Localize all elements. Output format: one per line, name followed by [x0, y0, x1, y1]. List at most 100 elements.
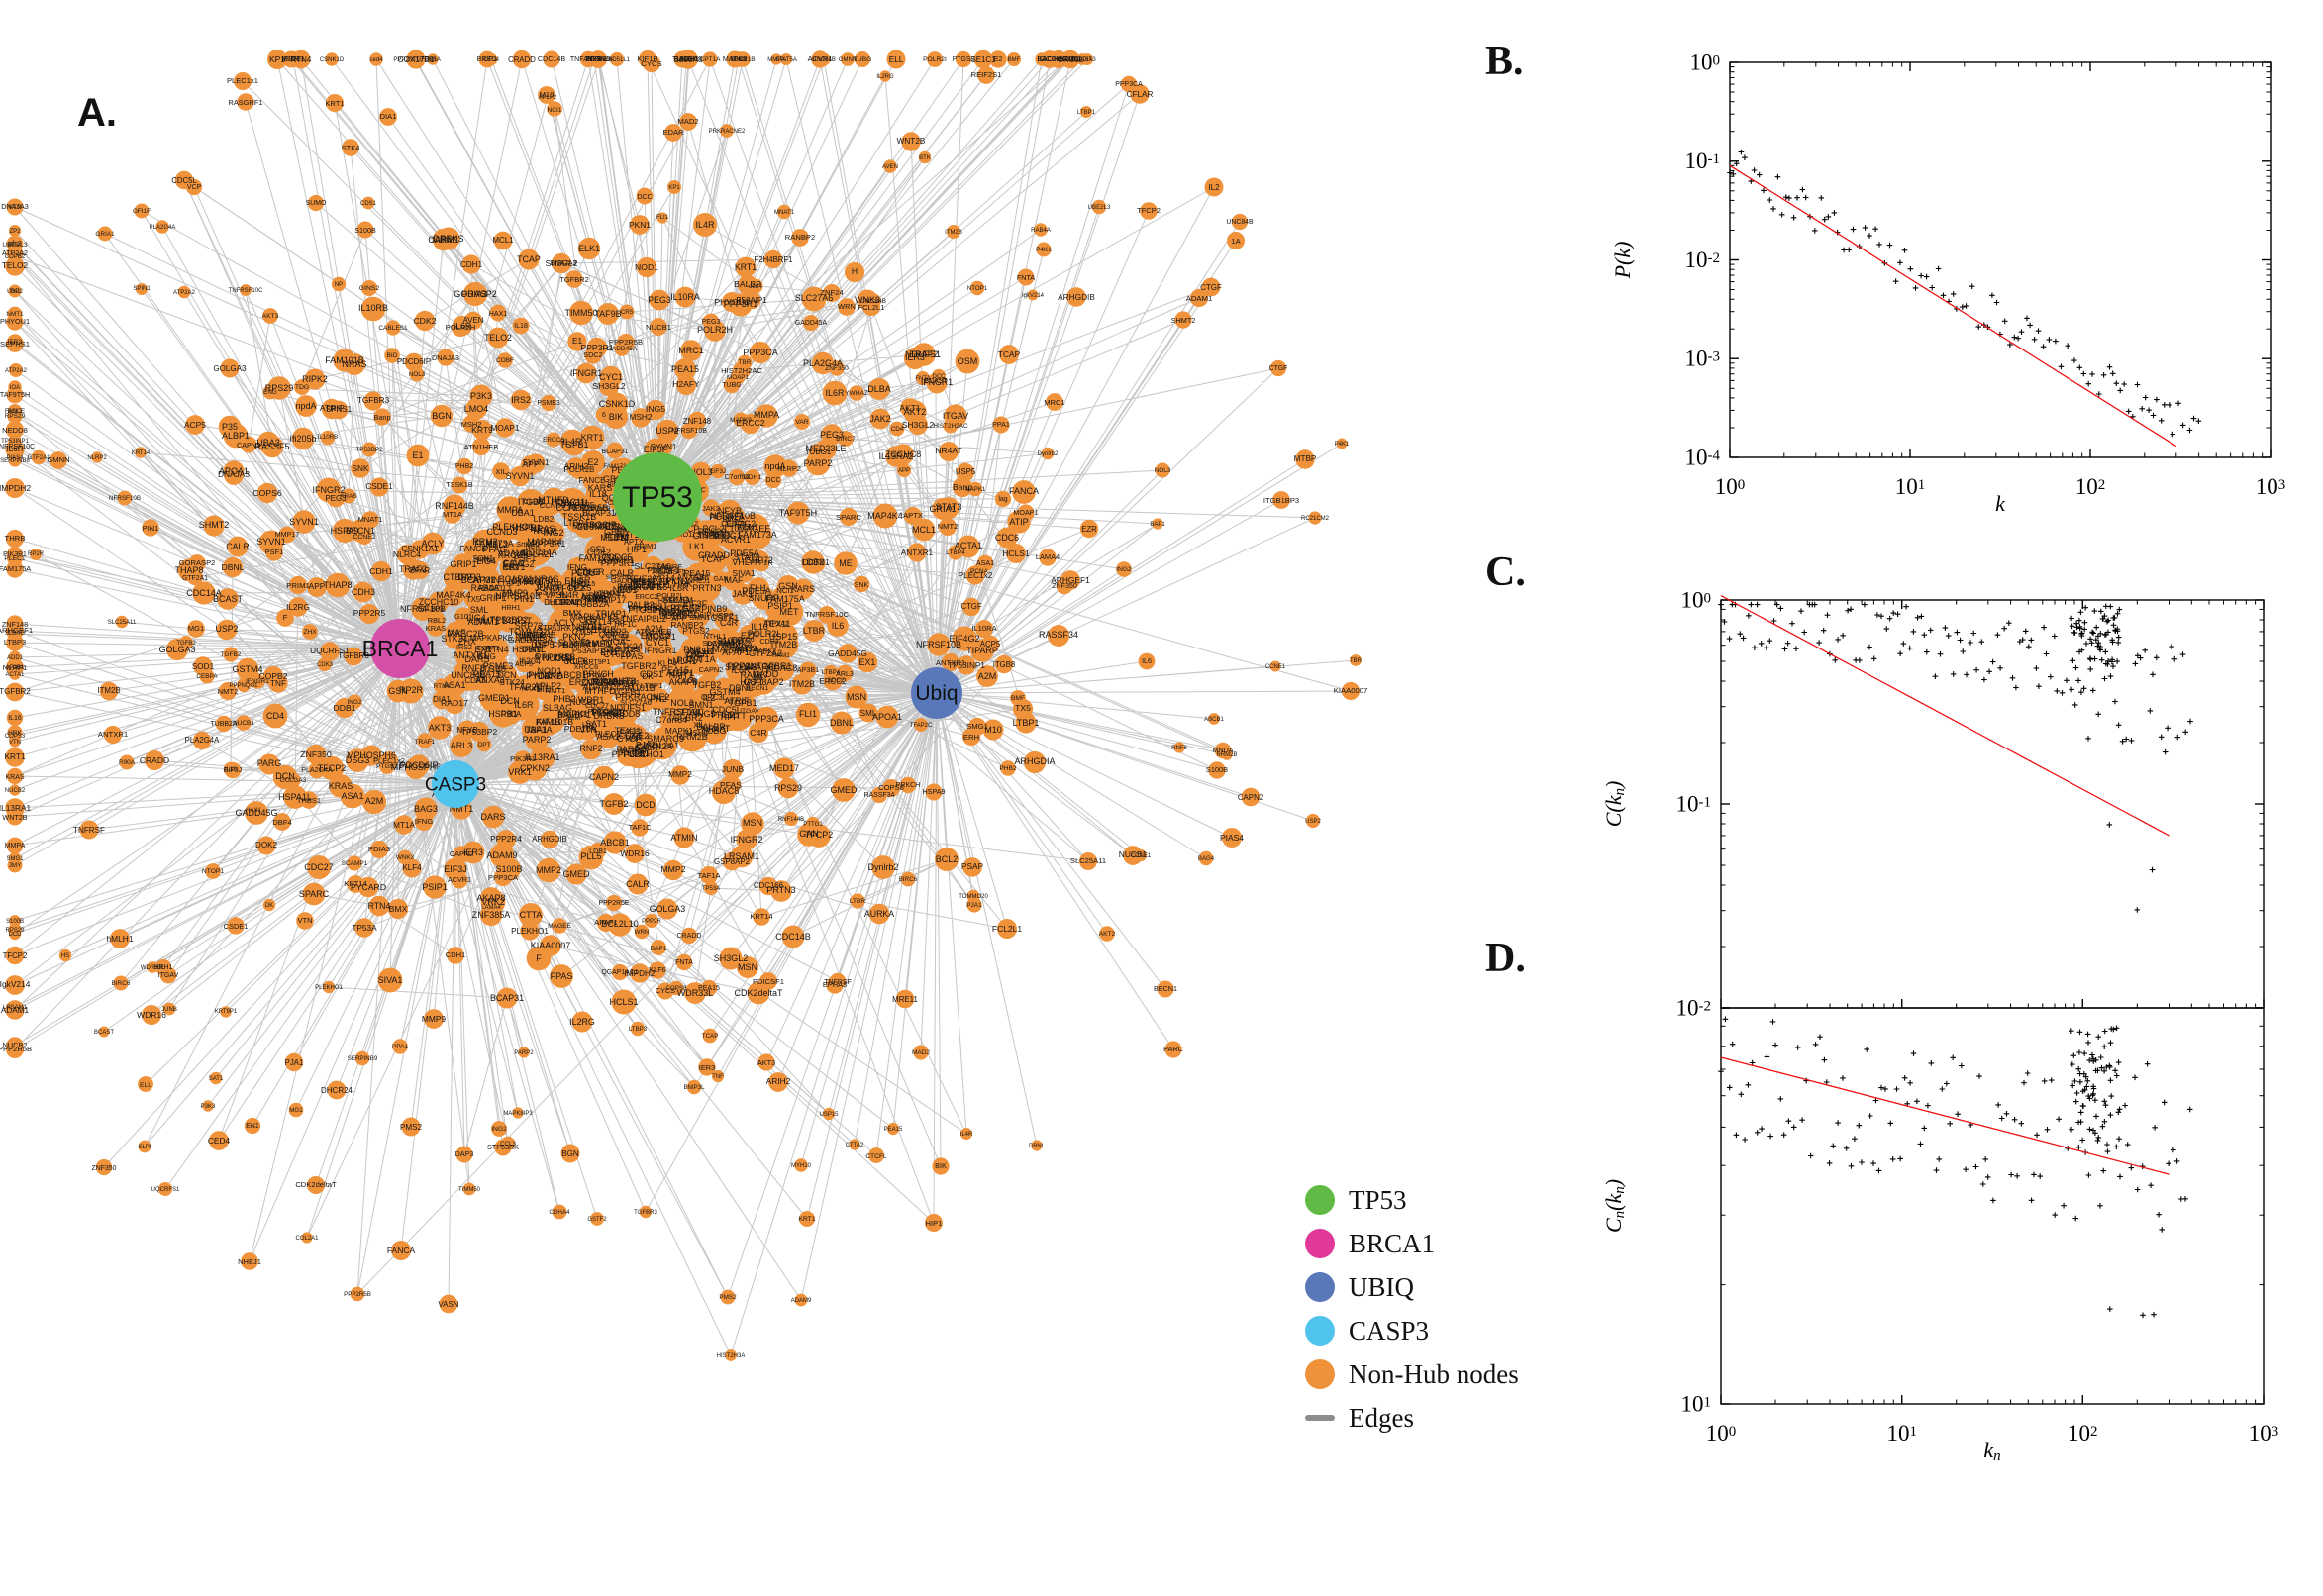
svg-text:IL4: IL4 [1038, 57, 1047, 63]
svg-text:BCAP31: BCAP31 [490, 993, 524, 1003]
svg-text:CRADD: CRADD [677, 933, 702, 940]
svg-text:COL2A1: COL2A1 [295, 1236, 319, 1242]
svg-text:GOLGA3: GOLGA3 [213, 364, 247, 373]
svg-text:POLR2A: POLR2A [709, 512, 745, 522]
svg-text:CPT1A: CPT1A [700, 56, 722, 63]
svg-text:MYH10: MYH10 [791, 1163, 812, 1169]
svg-text:DLBA: DLBA [425, 57, 441, 63]
svg-text:DCC: DCC [637, 193, 652, 201]
svg-text:MAD2: MAD2 [677, 117, 698, 126]
svg-text:BGN: BGN [432, 411, 452, 421]
svg-text:JAK2: JAK2 [869, 414, 890, 424]
svg-text:PPP3CA: PPP3CA [743, 348, 778, 357]
svg-text:NHEJ1: NHEJ1 [238, 1257, 261, 1266]
svg-text:MAPK1: MAPK1 [665, 726, 694, 736]
svg-text:P3K3: P3K3 [201, 1104, 216, 1110]
svg-text:DNAJA3: DNAJA3 [432, 353, 459, 362]
svg-text:LDB2: LDB2 [534, 514, 555, 524]
svg-text:GORASP2: GORASP2 [179, 558, 216, 567]
svg-text:PDIA3: PDIA3 [368, 845, 390, 853]
svg-text:MOAP1: MOAP1 [727, 374, 750, 381]
svg-text:POLR2H: POLR2H [446, 323, 475, 332]
svg-text:CYCS: CYCS [641, 59, 661, 68]
svg-text:PYCARD: PYCARD [351, 882, 386, 892]
svg-text:SOD1: SOD1 [192, 662, 215, 671]
svg-text:H2AFY: H2AFY [672, 379, 700, 389]
svg-text:SPIN1: SPIN1 [133, 286, 151, 292]
svg-text:MMP2: MMP2 [536, 865, 561, 875]
svg-text:DHCR24: DHCR24 [321, 1086, 354, 1095]
svg-text:CTGF: CTGF [960, 602, 981, 611]
svg-text:GFI1F: GFI1F [133, 208, 151, 215]
svg-text:CDC166: CDC166 [754, 881, 783, 890]
svg-text:CD4: CD4 [266, 711, 284, 721]
svg-text:OSM: OSM [958, 356, 978, 366]
svg-text:PLEC1x2: PLEC1x2 [959, 571, 993, 580]
svg-text:ING2: ING2 [1116, 566, 1132, 573]
svg-text:RASSF34: RASSF34 [864, 792, 895, 799]
svg-text:PLA2G4A: PLA2G4A [185, 736, 220, 745]
svg-text:ABCB1: ABCB1 [600, 838, 630, 848]
svg-text:THAP8: THAP8 [323, 580, 352, 590]
svg-text:SPARC: SPARC [299, 889, 330, 899]
svg-text:TELO2: TELO2 [2, 260, 29, 270]
svg-text:FLI1: FLI1 [799, 709, 817, 719]
svg-text:ERH: ERH [963, 733, 979, 742]
svg-text:NUCB1: NUCB1 [233, 720, 254, 727]
svg-text:NFRSF10B: NFRSF10B [916, 640, 961, 649]
svg-text:PHYOU1: PHYOU1 [0, 317, 30, 326]
svg-text:FLI1: FLI1 [656, 215, 669, 221]
svg-text:NUCB1: NUCB1 [1119, 849, 1148, 859]
svg-text:ACTA1: ACTA1 [6, 672, 26, 678]
svg-text:IL6R: IL6R [585, 567, 605, 577]
svg-text:IL10RB: IL10RB [318, 434, 339, 441]
svg-text:AURKA: AURKA [864, 909, 894, 919]
svg-text:ITGAV: ITGAV [943, 411, 968, 421]
svg-text:IFNGR1: IFNGR1 [570, 368, 602, 378]
svg-text:RPS29: RPS29 [774, 783, 802, 793]
svg-text:TNFRSF10C: TNFRSF10C [653, 707, 705, 717]
svg-text:TX5: TX5 [1015, 703, 1031, 713]
svg-text:RAB4A: RAB4A [1031, 228, 1051, 234]
svg-text:RAD17: RAD17 [441, 698, 468, 708]
svg-text:SEPHS1: SEPHS1 [0, 340, 30, 349]
svg-text:KRAS: KRAS [329, 781, 354, 791]
svg-text:PPP2R4: PPP2R4 [490, 834, 522, 844]
svg-text:PIAS4: PIAS4 [1220, 833, 1244, 843]
svg-text:hMLH1: hMLH1 [107, 934, 134, 944]
svg-text:SLC25A11: SLC25A11 [108, 620, 137, 626]
svg-text:USP15: USP15 [819, 1112, 839, 1118]
svg-text:TCAP: TCAP [517, 254, 541, 264]
svg-text:CDK2deltaT: CDK2deltaT [734, 988, 783, 998]
svg-text:SCAMP1: SCAMP1 [342, 860, 368, 867]
svg-text:NOL3: NOL3 [1155, 467, 1171, 474]
svg-text:VAR: VAR [795, 419, 809, 426]
svg-text:TAF9B: TAF9B [594, 309, 621, 319]
svg-text:MNAT1: MNAT1 [774, 209, 795, 216]
svg-text:IL6R: IL6R [825, 388, 845, 398]
svg-text:PIN1: PIN1 [514, 594, 534, 604]
svg-text:DARS: DARS [480, 812, 505, 822]
svg-text:USP2: USP2 [1305, 819, 1321, 825]
svg-text:BECN1: BECN1 [1154, 984, 1177, 993]
svg-text:Dynlrb2: Dynlrb2 [1038, 451, 1059, 457]
svg-text:CSDE1: CSDE1 [365, 482, 393, 491]
svg-text:PRIM1: PRIM1 [286, 581, 310, 590]
svg-text:MMPA: MMPA [767, 57, 785, 63]
svg-text:APAF1: APAF1 [594, 918, 618, 927]
svg-text:APOA1: APOA1 [872, 712, 902, 722]
svg-text:MT1A: MT1A [443, 510, 462, 519]
svg-text:PJA1: PJA1 [966, 902, 982, 909]
svg-text:H: H [852, 266, 858, 276]
svg-text:MAP4K4: MAP4K4 [867, 511, 903, 521]
svg-text:PSAP: PSAP [961, 861, 984, 871]
svg-text:PPP2R5: PPP2R5 [354, 608, 386, 618]
svg-text:TNFRSF: TNFRSF [73, 826, 105, 835]
svg-text:P(k): P(k) [1613, 242, 1635, 280]
svg-text:CDC27: CDC27 [304, 862, 334, 872]
svg-text:AKT3: AKT3 [429, 723, 452, 733]
svg-text:BIRC6: BIRC6 [899, 876, 918, 883]
svg-text:BTK: BTK [919, 155, 931, 161]
svg-text:ITM2B: ITM2B [789, 679, 815, 689]
svg-text:PRKRACNE2: PRKRACNE2 [709, 129, 746, 135]
